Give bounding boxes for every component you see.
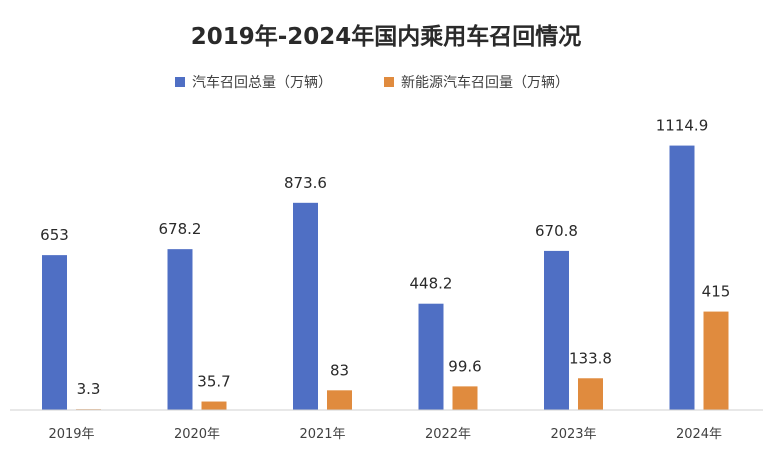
data-label-total: 448.2: [410, 275, 453, 293]
legend-swatch-nev: [384, 77, 394, 87]
legend: 汽车召回总量（万辆） 新能源汽车召回量（万辆）: [175, 74, 569, 91]
legend-label-total: 汽车召回总量（万辆）: [192, 74, 332, 91]
data-label-nev: 133.8: [569, 349, 612, 367]
bar-nev: [703, 311, 729, 410]
bar-nev: [327, 390, 352, 410]
bar-nev: [452, 386, 478, 410]
data-label-nev: 415: [702, 283, 731, 301]
bar-total: [418, 303, 444, 410]
legend-swatch-total: [175, 77, 185, 87]
x-tick-label: 2023年: [550, 427, 596, 442]
bar-total: [167, 249, 193, 410]
x-tick-label: 2020年: [174, 427, 220, 442]
x-tick-label: 2019年: [48, 427, 94, 442]
data-label-total: 678.2: [159, 220, 202, 238]
legend-label-nev: 新能源汽车召回量（万辆）: [401, 74, 569, 91]
x-tick-label: 2021年: [299, 427, 345, 442]
data-label-total: 653: [40, 226, 69, 244]
x-tick-label: 2024年: [676, 427, 722, 442]
plot-area: 653 3.3 2019年 678.2 35.7 2020年 873.6 83 2021年 448…: [40, 117, 730, 442]
bar-total: [42, 255, 67, 410]
data-label-nev: 83: [330, 361, 349, 379]
bar-total: [669, 145, 695, 410]
x-tick-label: 2022年: [425, 427, 471, 442]
data-label-nev: 3.3: [77, 380, 101, 398]
data-label-nev: 35.7: [197, 373, 230, 391]
data-label-total: 670.8: [535, 222, 578, 240]
data-label-total: 1114.9: [656, 117, 709, 135]
data-label-nev: 99.6: [448, 357, 481, 375]
chart-title: 2019年-2024年国内乘用车召回情况: [191, 23, 582, 50]
bar-nev: [578, 378, 603, 410]
bar-nev: [201, 401, 227, 410]
bar-total: [293, 202, 318, 410]
data-label-total: 873.6: [284, 174, 327, 192]
bar-total: [544, 250, 569, 410]
